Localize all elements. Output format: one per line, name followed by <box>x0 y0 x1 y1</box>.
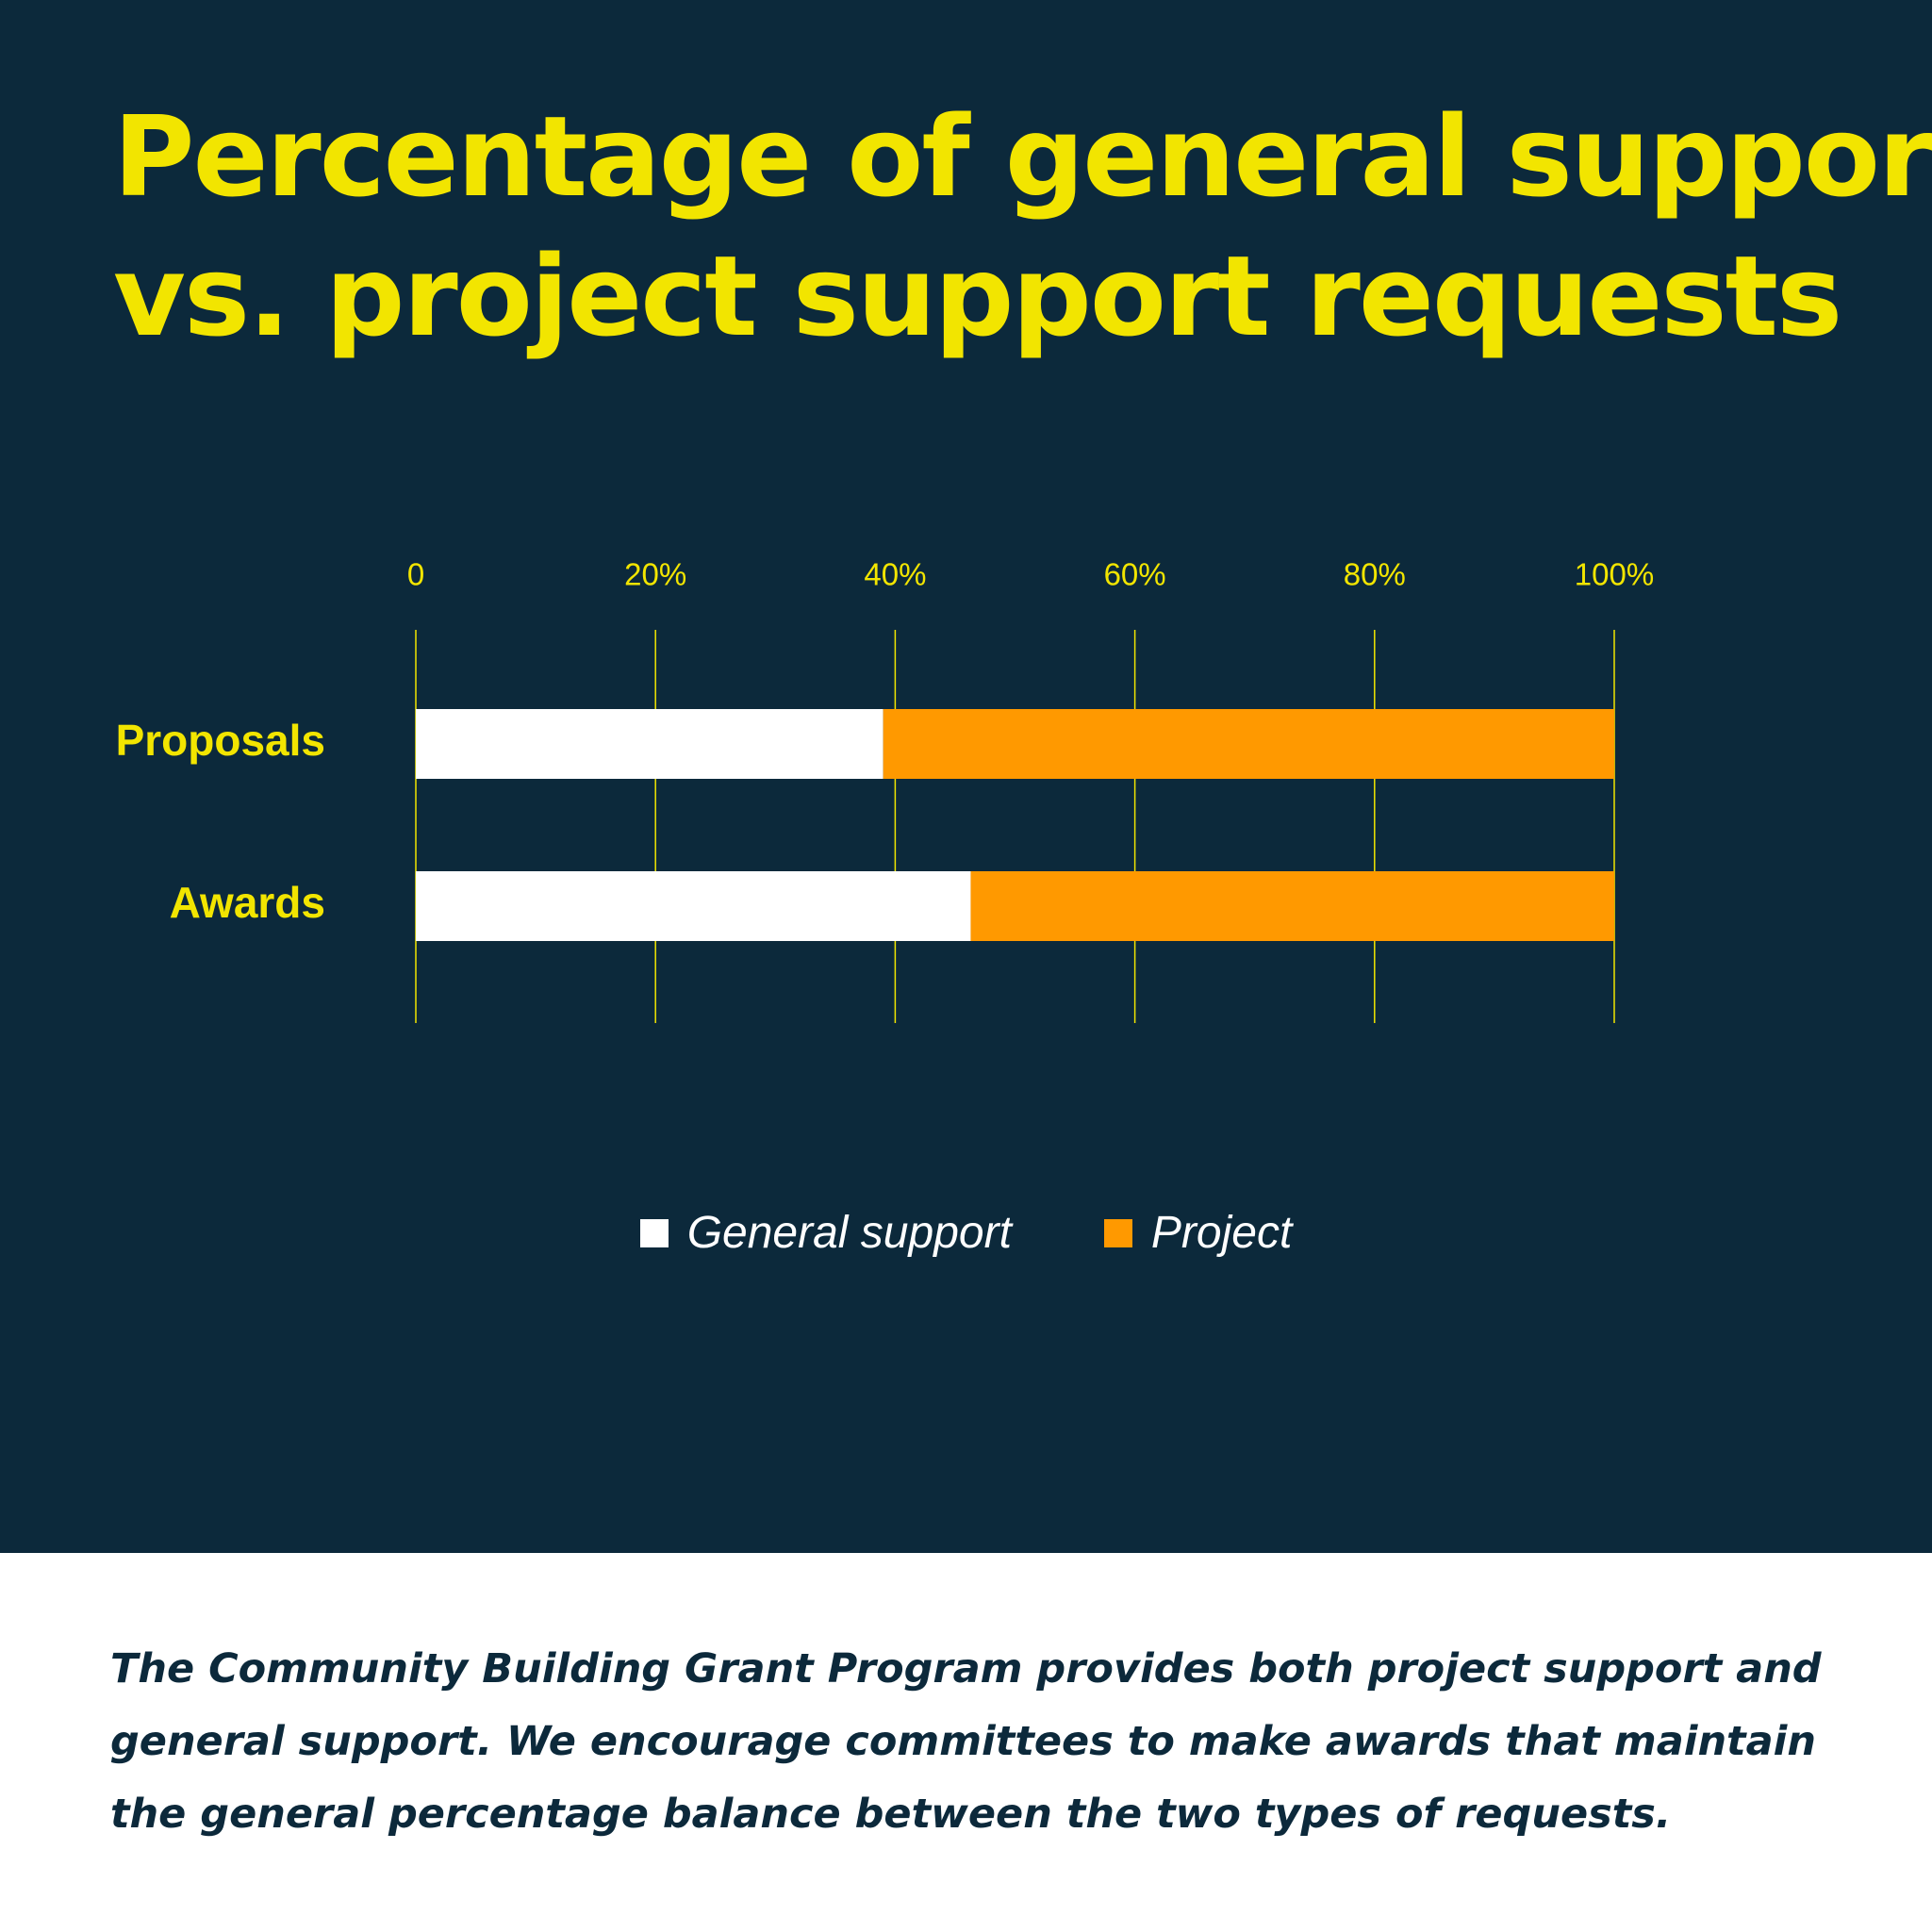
x-tick-label-80: 80% <box>1344 557 1406 592</box>
legend-label-general-support: General support <box>686 1208 1012 1258</box>
chart-panel: Percentage of general support vs. projec… <box>0 0 1932 1553</box>
x-tick-label-20: 20% <box>624 557 686 592</box>
caption-line-3: the general percentage balance between t… <box>110 1791 1672 1838</box>
legend-item-project: Project <box>1103 1207 1293 1259</box>
x-tick-label-40: 40% <box>864 557 926 592</box>
bars <box>416 709 1614 941</box>
caption: The Community Building Grant Program pro… <box>110 1633 1845 1851</box>
legend: General support Project <box>0 1207 1932 1259</box>
legend-swatch-project <box>1103 1218 1132 1247</box>
chart-title-line-1: Percentage of general support <box>113 91 1932 222</box>
x-tick-label-60: 60% <box>1104 557 1166 592</box>
chart-title: Percentage of general support vs. projec… <box>113 87 1932 366</box>
x-tick-label-0: 0 <box>407 557 424 592</box>
bar-awards-project <box>970 871 1614 941</box>
x-tick-label-100: 100% <box>1575 557 1654 592</box>
bar-proposals-general-support <box>416 709 883 779</box>
category-label-proposals: Proposals <box>116 716 325 765</box>
chart-title-line-2: vs. project support requests <box>113 231 1842 361</box>
caption-line-2: general support. We encourage committees… <box>110 1718 1816 1765</box>
legend-swatch-general-support <box>639 1218 669 1247</box>
bar-proposals-project <box>883 709 1614 779</box>
legend-label-project: Project <box>1150 1208 1293 1258</box>
gridlines <box>415 630 1615 1023</box>
caption-line-1: The Community Building Grant Program pro… <box>110 1645 1822 1693</box>
stacked-bar-chart: 0 20% 40% 60% 80% 100% Proposals Awards <box>116 557 1654 1023</box>
x-axis-tick-labels: 0 20% 40% 60% 80% 100% <box>407 557 1654 592</box>
bar-awards-general-support <box>416 871 971 941</box>
legend-item-general-support: General support <box>639 1207 1012 1259</box>
category-label-awards: Awards <box>170 878 325 927</box>
category-labels: Proposals Awards <box>116 716 325 927</box>
